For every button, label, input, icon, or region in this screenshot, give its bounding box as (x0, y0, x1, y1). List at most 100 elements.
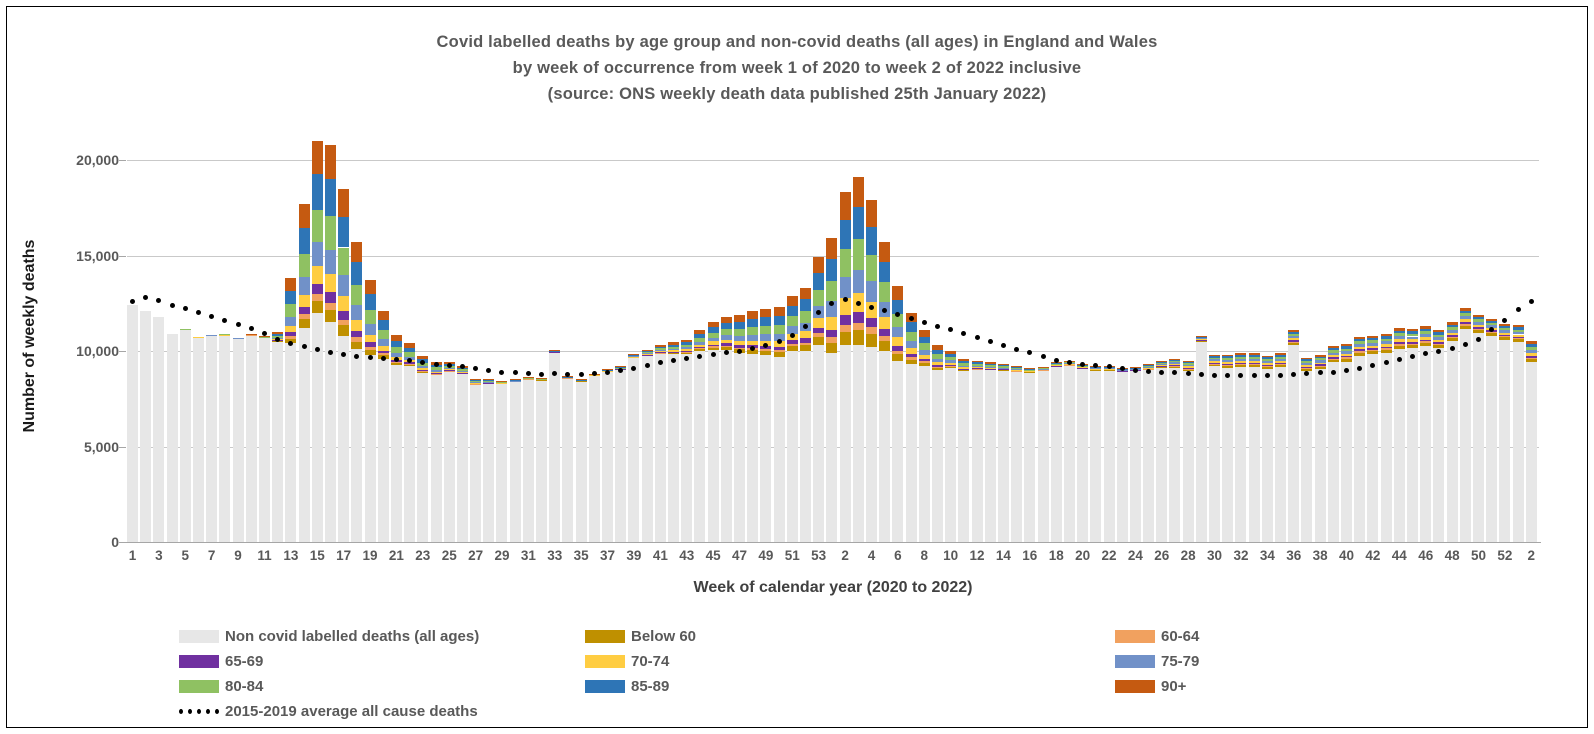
segment-90- (364, 280, 376, 295)
segment-non-covid-labelled-deaths-all-ages- (826, 352, 838, 542)
segment-65-69 (1512, 336, 1524, 339)
bar-week-2021-25 (1143, 364, 1155, 542)
segment-65-69 (338, 310, 350, 320)
segment-90- (377, 310, 389, 320)
segment-65-69 (285, 332, 297, 337)
segment-80-84 (628, 355, 640, 357)
x-tick-label-2021-46: 46 (1418, 548, 1434, 563)
segment-60-64 (1472, 328, 1484, 330)
segment-90- (324, 144, 336, 179)
segment-85-89 (1327, 348, 1339, 351)
y-tick-label: 20,000 (76, 152, 119, 168)
avg-line-dot (288, 340, 294, 346)
segment-90- (1235, 352, 1247, 355)
segment-90- (786, 295, 798, 306)
segment-below-60 (1222, 365, 1234, 369)
segment-85-89 (1024, 368, 1036, 370)
segment-non-covid-labelled-deaths-all-ages- (984, 370, 996, 542)
segment-80-84 (404, 352, 416, 357)
segment-60-64 (1407, 343, 1418, 345)
bar-week-2020-15 (311, 140, 323, 542)
segment-90- (1011, 366, 1023, 368)
bar-week-2021-14 (997, 364, 1009, 542)
segment-below-60 (1182, 369, 1194, 372)
segment-80-84 (1011, 368, 1023, 369)
segment-below-60 (681, 352, 693, 354)
segment-80-84 (1327, 350, 1339, 353)
segment-70-74 (1301, 364, 1313, 367)
segment-non-covid-labelled-deaths-all-ages- (1275, 367, 1287, 542)
segment-60-64 (377, 353, 389, 356)
segment-65-69 (1393, 342, 1405, 345)
segment-80-84 (1235, 356, 1247, 359)
segment-75-79 (311, 242, 323, 267)
segment-non-covid-labelled-deaths-all-ages- (245, 334, 257, 542)
avg-line-dot (1423, 351, 1429, 357)
chart-title-line1: Covid labelled deaths by age group and n… (436, 33, 1158, 51)
segment-65-69 (773, 346, 785, 351)
segment-70-74 (1011, 369, 1023, 371)
segment-75-79 (1512, 331, 1524, 335)
segment-non-covid-labelled-deaths-all-ages- (1459, 329, 1471, 542)
segment-85-89 (945, 354, 957, 358)
bar-week-2021-50 (1472, 314, 1484, 542)
segment-below-60 (826, 342, 838, 353)
avg-line-dot (1053, 358, 1059, 364)
legend-item-80-84: 80-84 (179, 678, 263, 695)
segment-60-64 (1420, 341, 1432, 343)
segment-85-89 (364, 294, 376, 311)
segment-non-covid-labelled-deaths-all-ages- (1354, 355, 1366, 542)
segment-75-79 (1472, 321, 1484, 325)
bar-week-2021-23 (1116, 368, 1128, 542)
legend-swatch (585, 654, 625, 668)
segment-non-covid-labelled-deaths-all-ages- (681, 353, 693, 542)
segment-below-60 (1525, 358, 1537, 363)
segment-80-84 (734, 328, 746, 336)
avg-line-dot (248, 325, 254, 331)
legend-label: 75-79 (1161, 652, 1200, 670)
avg-line-dot (393, 357, 399, 363)
avg-line-dot (1396, 357, 1402, 363)
segment-below-60 (1420, 342, 1432, 347)
segment-85-89 (997, 365, 1009, 367)
segment-65-69 (786, 339, 798, 344)
segment-70-74 (338, 296, 350, 311)
segment-70-74 (1169, 363, 1181, 366)
segment-70-74 (1077, 366, 1089, 368)
segment-below-60 (1248, 364, 1260, 368)
segment-60-64 (1525, 357, 1537, 359)
bar-week-2020-30 (509, 379, 521, 542)
segment-below-60 (1063, 365, 1075, 367)
x-tick-label-2021-22: 22 (1101, 548, 1117, 563)
segment-non-covid-labelled-deaths-all-ages- (166, 333, 178, 542)
segment-90- (931, 345, 943, 350)
segment-85-89 (958, 360, 970, 364)
segment-75-79 (1380, 341, 1392, 345)
segment-non-covid-labelled-deaths-all-ages- (272, 341, 284, 542)
segment-non-covid-labelled-deaths-all-ages- (1486, 335, 1498, 542)
x-tick-label-2021-4: 4 (867, 548, 876, 563)
segment-60-64 (931, 366, 943, 368)
segment-below-60 (694, 349, 706, 351)
segment-60-64 (1499, 335, 1511, 337)
segment-85-89 (1499, 326, 1511, 329)
legend-label: 2015-2019 average all cause deaths (225, 702, 478, 720)
segment-90- (417, 355, 429, 360)
legend-dotted-line-swatch (179, 708, 219, 714)
segment-75-79 (984, 366, 996, 368)
segment-below-60 (1393, 345, 1405, 350)
segment-60-64 (799, 342, 811, 346)
segment-non-covid-labelled-deaths-all-ages- (1011, 371, 1023, 542)
bar-week-2020-10 (245, 334, 257, 542)
x-tick-label-2020-23: 23 (415, 548, 431, 563)
bar-week-2021-51 (1486, 318, 1498, 542)
segment-75-79 (668, 348, 680, 351)
avg-line-dot (1462, 341, 1468, 347)
segment-below-60 (1116, 371, 1128, 372)
segment-70-74 (1420, 336, 1432, 340)
segment-75-79 (324, 249, 336, 275)
segment-below-60 (351, 341, 363, 350)
segment-75-79 (641, 353, 653, 354)
bar-week-2021-29 (1195, 335, 1207, 542)
segment-60-64 (1486, 331, 1498, 333)
